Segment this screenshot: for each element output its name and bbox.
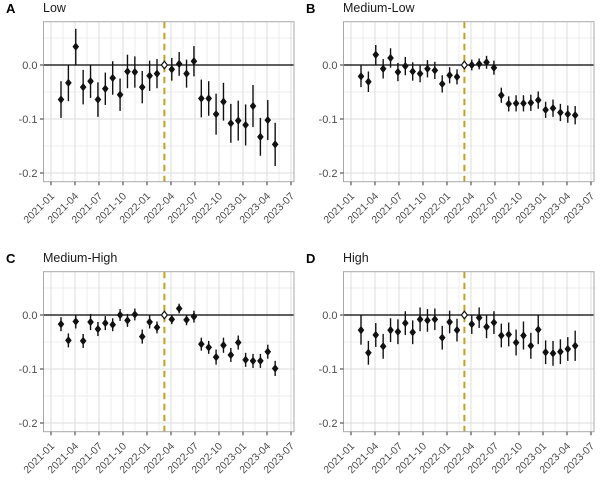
panel-title: Low: [43, 1, 66, 15]
svg-text:-0.2: -0.2: [19, 418, 38, 430]
panel-tag: C: [6, 251, 16, 266]
panel-medium-low: B Medium-Low 2021-01 2021-04 2021-07 2021-1…: [300, 0, 600, 250]
panel-title: Medium-High: [43, 251, 118, 265]
svg-text:-0.1: -0.1: [19, 364, 38, 376]
panel-title: Medium-Low: [343, 1, 415, 15]
svg-text:0.0: 0.0: [322, 60, 337, 72]
panel-tag: B: [306, 1, 316, 16]
panel-medium-low-plot: 2021-012021-042021-072021-102022-012022-…: [319, 21, 597, 226]
panel-title: High: [343, 251, 369, 265]
panel-medium-high: C Medium-High 2021-01 2021-04 2021-07 2021-…: [0, 250, 300, 500]
svg-text:0.0: 0.0: [322, 310, 337, 322]
panel-low: A Low 2021-01 2021-04 2021-07 2021-10 2022-0…: [0, 0, 300, 250]
panel-high: D High 2021-01 2021-04 2021-07 2021-10 2022-…: [300, 250, 600, 500]
panel-tag: D: [306, 251, 316, 266]
svg-text:0.0: 0.0: [22, 310, 37, 322]
svg-text:-0.2: -0.2: [319, 418, 338, 430]
panel-high-plot: 2021-012021-042021-072021-102022-012022-…: [319, 271, 597, 476]
panel-tag: A: [6, 1, 16, 16]
svg-text:-0.2: -0.2: [319, 168, 338, 180]
panel-low-plot: 2021-012021-042021-072021-102022-012022-…: [19, 21, 297, 226]
svg-text:-0.1: -0.1: [319, 114, 338, 126]
svg-text:0.0: 0.0: [22, 60, 37, 72]
svg-text:-0.1: -0.1: [19, 114, 38, 126]
svg-text:-0.2: -0.2: [19, 168, 38, 180]
panel-medium-high-plot: 2021-012021-042021-072021-102022-012022-…: [19, 271, 297, 476]
svg-text:-0.1: -0.1: [319, 364, 338, 376]
